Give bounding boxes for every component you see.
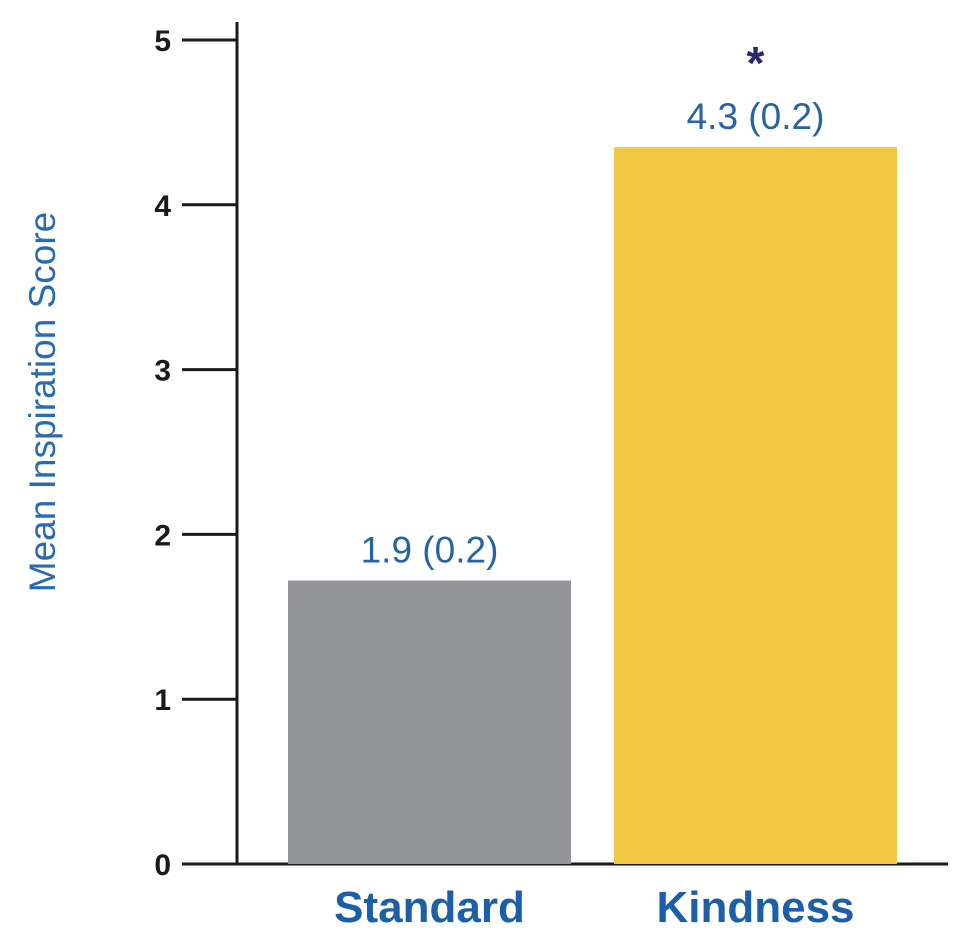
data-label: 1.9 (0.2) xyxy=(361,530,499,571)
bar-standard xyxy=(288,580,571,864)
y-axis-label: Mean Inspiration Score xyxy=(22,212,63,592)
data-labels: 1.9 (0.2) Standard 4.3 (0.2) Kindness * xyxy=(334,37,854,932)
y-tick-label: 3 xyxy=(154,355,171,388)
x-tick-label: Kindness xyxy=(656,883,854,932)
bar-kindness xyxy=(614,147,897,864)
significance-marker: * xyxy=(747,37,765,89)
bars xyxy=(288,147,897,864)
y-tick-label: 1 xyxy=(154,684,171,717)
y-ticks: 0 1 2 3 4 5 xyxy=(154,25,237,882)
y-tick-label: 4 xyxy=(154,190,171,223)
y-tick-label: 0 xyxy=(154,849,171,882)
data-label: 4.3 (0.2) xyxy=(687,96,825,137)
y-tick-label: 5 xyxy=(154,25,171,58)
x-tick-label: Standard xyxy=(334,883,525,932)
y-tick-label: 2 xyxy=(154,519,171,552)
